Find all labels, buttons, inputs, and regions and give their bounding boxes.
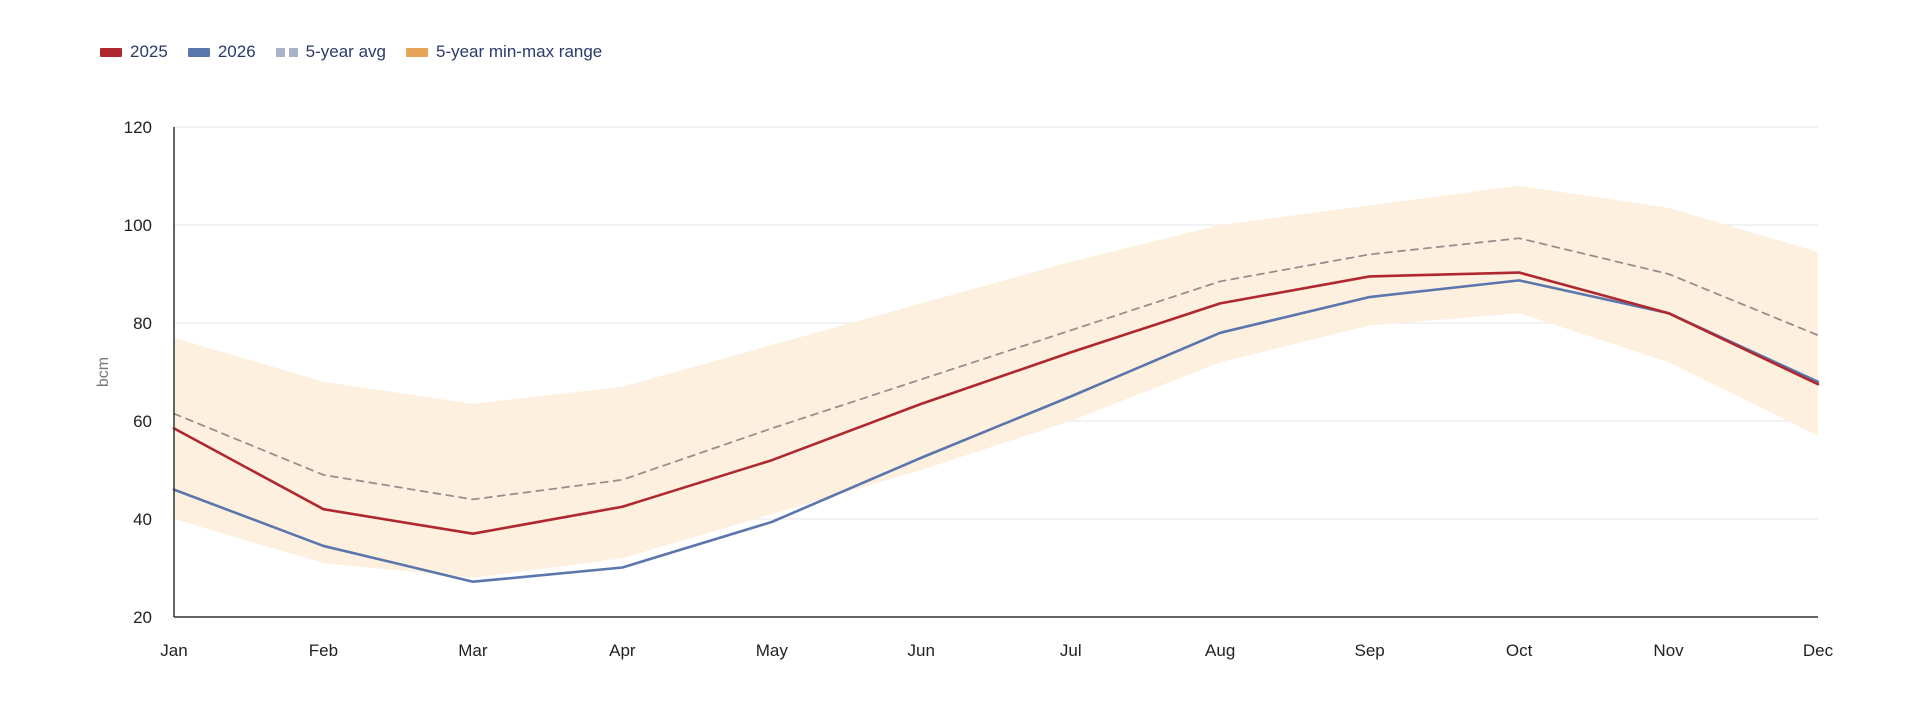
legend-swatch-5yr-range: [405, 47, 428, 57]
axes: [173, 127, 1818, 618]
x-tick-label-sep: Sep: [1355, 641, 1385, 660]
legend-item-5yr-range[interactable]: 5-year min-max range: [405, 42, 603, 62]
y-tick-label-120: 120: [124, 118, 152, 137]
x-tick-label-apr: Apr: [609, 641, 636, 660]
legend-item-2026[interactable]: 2026: [187, 42, 256, 62]
legend-swatch-2026: [187, 47, 210, 57]
x-tick-label-mar: Mar: [458, 641, 488, 660]
x-tick-label-dec: Dec: [1803, 641, 1834, 660]
range-band-group: [174, 185, 1818, 578]
y-tick-label-20: 20: [133, 608, 152, 627]
x-tick-label-feb: Feb: [309, 641, 338, 660]
range-band: [174, 185, 1818, 578]
legend-swatch-2025: [100, 47, 122, 57]
x-tick-label-jan: Jan: [160, 641, 187, 660]
legend-item-5yr-avg[interactable]: 5-year avg: [275, 42, 386, 62]
x-tick-labels: Jan Feb Mar Apr May Jun Jul Aug Sep Oct Nov Dec: [160, 641, 1833, 660]
x-tick-label-jul: Jul: [1060, 641, 1082, 660]
series-line-2026: [172, 279, 1820, 584]
y-tick-labels: 20 40 60 80 100 120: [124, 118, 152, 627]
legend-swatch-5yr-avg: [275, 47, 298, 57]
x-tick-label-oct: Oct: [1506, 641, 1533, 660]
x-tick-label-aug: Aug: [1205, 641, 1235, 660]
x-tick-label-jun: Jun: [908, 641, 935, 660]
legend-label-5yr-avg: 5-year avg: [305, 42, 386, 61]
y-tick-label-40: 40: [133, 510, 152, 529]
y-axis-title: bcm: [95, 357, 112, 387]
legend-label-2025: 2025: [130, 42, 168, 61]
series-line-2025: [172, 271, 1820, 536]
series-lines: [172, 237, 1820, 584]
legend-label-2026: 2026: [217, 42, 256, 61]
y-tick-label-100: 100: [124, 216, 152, 235]
y-tick-label-80: 80: [133, 314, 152, 333]
legend-item-2025[interactable]: 2025: [100, 42, 168, 62]
series-line-5-year-avg: [173, 237, 1819, 501]
legend: 2025 2026 5-year avg 5-year min-max rang…: [100, 42, 602, 62]
legend-label-5yr-range: 5-year min-max range: [435, 42, 603, 61]
x-tick-label-may: May: [756, 641, 789, 660]
x-tick-label-nov: Nov: [1653, 641, 1684, 660]
y-tick-label-60: 60: [133, 412, 152, 431]
